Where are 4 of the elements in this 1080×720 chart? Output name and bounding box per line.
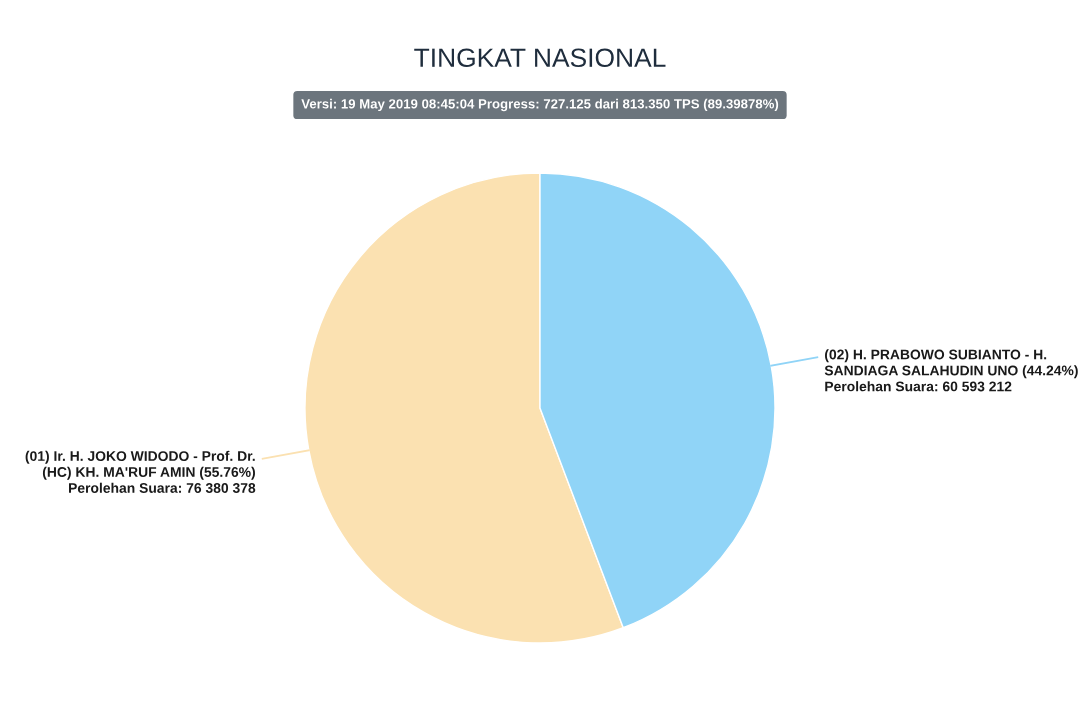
slice-label: (02) H. PRABOWO SUBIANTO - H. SANDIAGA SALAHUDIN UNO (44.24%) Perolehan Suara: 60 593 212 bbox=[824, 349, 1078, 392]
chart-subtitle: Versi: 19 May 2019 08:45:04 Progress: 727.125 dari 813.350 TPS (89.39878%) bbox=[301, 98, 779, 112]
slice-label: (01) Ir. H. JOKO WIDODO - Prof. Dr. (HC) KH. MA'RUF AMIN (55.76%) Perolehan Suara: 76 380 378 bbox=[25, 450, 256, 493]
chart-title: TINGKAT NASIONAL bbox=[414, 48, 666, 68]
